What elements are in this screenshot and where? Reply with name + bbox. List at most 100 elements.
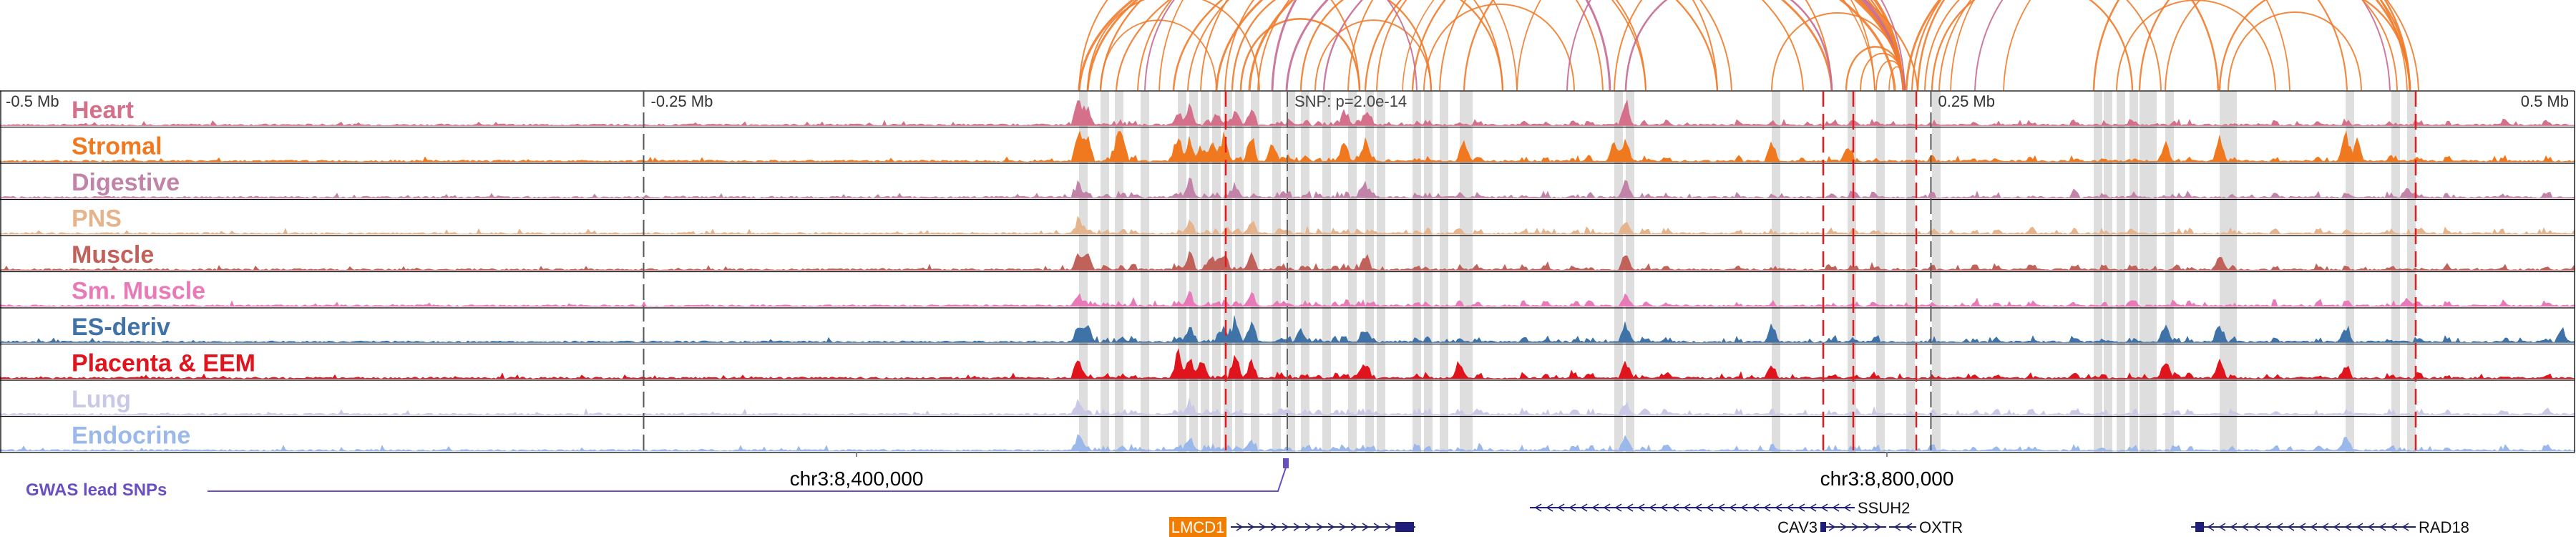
- strand-chevron: [2390, 523, 2398, 531]
- loop-arc: [1239, 18, 1361, 91]
- strand-chevron: [1694, 503, 1702, 512]
- loop-arc: [1911, 0, 2348, 91]
- loop-arc: [1144, 0, 1418, 91]
- loop-arc: [1257, 0, 1732, 91]
- loop-arc: [1215, 0, 1905, 91]
- signal-tracks: Heart Stromal Digestive PNS Muscle Sm. Muscle…: [0, 90, 2576, 453]
- gene-lmcd1[interactable]: LMCD1: [1169, 517, 1415, 537]
- gene-label: CAV3: [1777, 518, 1818, 536]
- signal-area: [0, 397, 2575, 415]
- gene-ssuh2[interactable]: SSUH2: [1530, 499, 1910, 517]
- loop-arc: [1614, 0, 1904, 91]
- exon-block: [1820, 522, 1826, 532]
- strand-chevron: [1546, 503, 1553, 512]
- loop-arc: [1411, 0, 1905, 91]
- strand-chevron: [2321, 523, 2329, 531]
- strand-chevron: [1683, 503, 1691, 512]
- loop-arc: [1924, 0, 2162, 91]
- strand-chevron: [1660, 503, 1668, 512]
- strand-chevron: [2253, 523, 2260, 531]
- loop-arc: [1516, 0, 1875, 91]
- track-label: Placenta & EEM: [72, 350, 255, 377]
- strand-chevron: [2401, 523, 2409, 531]
- strand-chevron: [1775, 503, 1782, 512]
- strand-chevron: [1557, 503, 1565, 512]
- loop-arc: [1224, 0, 1503, 91]
- strand-chevron: [1247, 523, 1255, 531]
- strand-chevron: [1316, 523, 1324, 531]
- track-label: ES-deriv: [72, 314, 170, 341]
- strand-chevron: [2241, 523, 2249, 531]
- loop-arc: [1158, 0, 1518, 91]
- dashed-markers: [1224, 91, 2417, 453]
- strand-chevron: [1874, 523, 1882, 531]
- track-label: Digestive: [72, 169, 180, 196]
- loop-arc: [1423, 4, 1575, 91]
- strand-chevron: [2275, 523, 2283, 531]
- loop-arc: [2138, 0, 2411, 91]
- strand-chevron: [1832, 503, 1840, 512]
- loop-arc: [2116, 0, 2276, 91]
- strand-chevron: [1350, 523, 1358, 531]
- gene-track: LMCD1 SSUH2 CAV3 OXTR RAD18: [1169, 499, 2469, 537]
- strand-chevron: [1293, 523, 1301, 531]
- gene-oxtr[interactable]: OXTR: [1820, 518, 1963, 536]
- strand-chevron: [1259, 523, 1267, 531]
- loop-arc: [2228, 11, 2362, 91]
- strand-chevron: [2264, 523, 2272, 531]
- strand-chevron: [2367, 523, 2375, 531]
- strand-chevron: [1840, 523, 1848, 531]
- strand-chevron: [1282, 523, 1289, 531]
- strand-chevron: [1568, 503, 1576, 512]
- gene-label-box: [1169, 517, 1226, 537]
- loop-arc: [1364, 0, 1905, 91]
- strand-chevron: [1270, 523, 1278, 531]
- loop-arc: [1172, 0, 1905, 91]
- loop-arc: [1200, 0, 1604, 91]
- strand-chevron: [1851, 523, 1859, 531]
- strand-chevron: [1534, 503, 1542, 512]
- loop-arc: [1231, 0, 1433, 91]
- strand-chevron: [1843, 503, 1851, 512]
- strand-chevron: [2230, 523, 2238, 531]
- gwas-label: GWAS lead SNPs: [26, 480, 167, 500]
- loop-arc: [1402, 0, 1875, 91]
- strand-chevron: [1763, 503, 1771, 512]
- loop-arc: [1974, 0, 2391, 91]
- axis-tick-label: 0.25 Mb: [1938, 92, 1996, 110]
- strand-chevron: [1752, 503, 1760, 512]
- strand-chevron: [1373, 523, 1381, 531]
- strand-chevron: [1304, 523, 1312, 531]
- strand-chevron: [1327, 523, 1335, 531]
- gene-rad18[interactable]: RAD18: [2191, 518, 2469, 536]
- track-label: Heart: [72, 97, 134, 124]
- loop-arc: [1285, 0, 1905, 91]
- loop-arc: [1624, 0, 1833, 91]
- strand-chevron: [1626, 503, 1634, 512]
- loop-arc: [1087, 0, 1260, 91]
- strand-chevron: [1820, 503, 1828, 512]
- axis-tick-label: 0.5 Mb: [2521, 92, 2569, 110]
- strand-chevron: [2207, 523, 2215, 531]
- loop-arc: [1931, 0, 2134, 91]
- strand-chevron: [1893, 523, 1901, 531]
- track-label: Endocrine: [72, 422, 190, 450]
- strand-chevron: [1236, 523, 1244, 531]
- track-label: Muscle: [72, 241, 154, 268]
- strand-chevron: [1591, 503, 1599, 512]
- strand-chevron: [1717, 503, 1725, 512]
- gene-cav3[interactable]: CAV3: [1777, 518, 1886, 536]
- coordinate-label: chr3:8,400,000: [790, 468, 924, 490]
- strand-chevron: [1580, 503, 1588, 512]
- loop-arc: [2218, 0, 2411, 91]
- gene-label: OXTR: [1919, 518, 1963, 536]
- loop-arc: [1314, 19, 1432, 91]
- gwas-snp-mark[interactable]: [1283, 458, 1289, 468]
- loop-arc: [1299, 0, 1504, 91]
- strand-chevron: [1603, 503, 1611, 512]
- strand-chevron: [2379, 523, 2386, 531]
- strand-chevron: [1637, 503, 1645, 512]
- loop-arc: [1078, 0, 1360, 91]
- strand-chevron: [2356, 523, 2363, 531]
